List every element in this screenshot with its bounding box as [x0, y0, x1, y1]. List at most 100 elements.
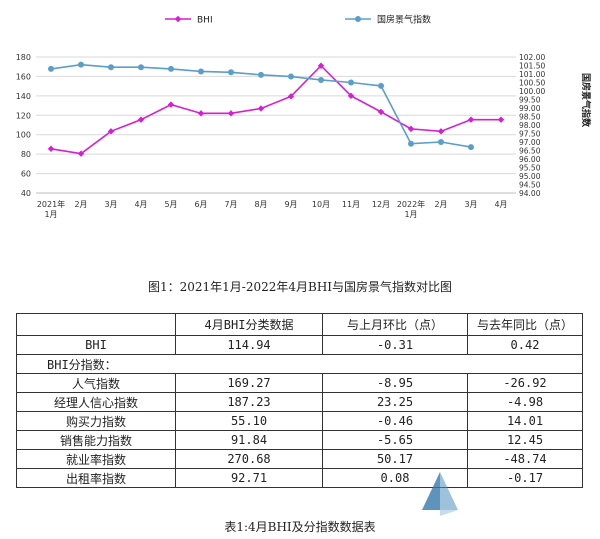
y-right-tick-label: 97.50: [519, 130, 541, 139]
x-tick-label: 5月: [164, 200, 177, 209]
x-tick-label: 2021年 1月: [37, 199, 65, 219]
y-right-tick-label: 99.50: [519, 96, 541, 105]
table-row: 经理人信心指数 187.23 23.25 -4.98: [16, 392, 583, 412]
table-cell: 187.23: [175, 392, 323, 412]
y-left-tick-label: 60: [21, 170, 31, 179]
x-tick-label-line: 6月: [194, 200, 207, 209]
y-right-tick-label: 100.00: [519, 87, 545, 96]
data-point: [497, 116, 505, 123]
data-point: [377, 108, 385, 116]
table-header-row: 4月BHI分类数据 与上月环比（点） 与去年同比（点）: [16, 313, 583, 336]
grid-lines: [36, 56, 516, 194]
table-cell: -0.46: [322, 411, 468, 431]
data-point: [78, 61, 84, 68]
row-label: BHI分指数：: [16, 354, 583, 374]
legend: BHI 国房景气指数: [165, 14, 431, 26]
data-point: [347, 92, 355, 100]
data-point: [437, 128, 445, 135]
x-tick-label: 6月: [194, 200, 207, 209]
data-point: [138, 64, 144, 71]
table-cell: 55.10: [175, 411, 323, 431]
x-tick-label-line: 2022年: [397, 199, 425, 209]
x-tick-label-line: 5月: [164, 200, 177, 209]
y-right-tick-label: 97.00: [519, 138, 541, 147]
table-row: 销售能力指数 91.84 -5.65 12.45: [16, 430, 583, 450]
data-point: [227, 110, 235, 117]
y-right-tick-label: 100.50: [519, 79, 545, 88]
table-cell: 270.68: [175, 449, 323, 469]
table-cell: 169.27: [175, 373, 323, 393]
x-tick-label-line: 3月: [464, 200, 477, 209]
x-tick-label-line: 12月: [372, 200, 390, 209]
table-cell: -48.74: [467, 449, 583, 469]
data-point: [167, 101, 175, 108]
x-tick-label: 3月: [464, 200, 477, 209]
row-label: 销售能力指数: [16, 430, 176, 450]
y-right-tick-label: 98.00: [519, 121, 541, 130]
table-cell: 114.94: [175, 335, 323, 355]
x-tick-label: 12月: [372, 200, 390, 209]
x-tick-label: 3月: [104, 200, 117, 209]
row-label: 出租率指数: [16, 468, 176, 488]
data-point: [468, 144, 474, 151]
series-line-bhi: [50, 64, 501, 155]
data-point: [318, 76, 324, 83]
table-header-cell: 4月BHI分类数据: [175, 313, 323, 336]
y-right-tick-label: 99.00: [519, 104, 541, 113]
row-label: 经理人信心指数: [16, 392, 176, 412]
data-point: [467, 116, 475, 123]
data-point: [107, 128, 115, 135]
x-tick-label: 8月: [254, 200, 267, 209]
row-label: 就业率指数: [16, 449, 176, 469]
y-left-tick-label: 140: [16, 92, 31, 101]
data-point: [317, 62, 325, 69]
x-tick-label: 4月: [494, 200, 507, 209]
x-tick-label: 2月: [434, 200, 447, 209]
line-chart: 40 60 80 100 120 140 160 180 94.0094.5095.0095.5…: [16, 14, 592, 220]
x-tick-label-line: 4月: [494, 200, 507, 209]
table-cell: -4.98: [467, 392, 583, 412]
table-cell: -0.31: [322, 335, 468, 355]
y-left-tick-label: 40: [21, 189, 31, 198]
x-tick-label: 2022年 1月: [397, 199, 425, 219]
y-right-tick-label: 95.00: [519, 172, 541, 181]
table-cell: 14.01: [467, 411, 583, 431]
data-point: [197, 110, 205, 117]
data-point: [408, 140, 414, 147]
table-cell: -0.17: [467, 468, 583, 488]
data-point: [108, 64, 114, 71]
data-point: [47, 145, 55, 152]
data-point: [288, 73, 294, 80]
y-right-tick-label: 102.00: [519, 53, 545, 62]
x-tick-label-line: 2021年: [37, 199, 65, 209]
data-point: [137, 116, 145, 123]
logo-watermark: [422, 472, 458, 516]
table-row: BHI分指数：: [16, 354, 583, 374]
row-label: 人气指数: [16, 373, 176, 393]
x-tick-label-line: 7月: [224, 200, 237, 209]
table-cell: 0.08: [322, 468, 468, 488]
y-right-tick-label: 95.50: [519, 164, 541, 173]
legend-marker: [355, 16, 361, 22]
y-right-tick-label: 101.50: [519, 62, 545, 71]
y-right-tick-label: 98.50: [519, 113, 541, 122]
x-tick-label: 11月: [342, 200, 360, 209]
data-point: [287, 93, 295, 100]
x-tick-label-line: 3月: [104, 200, 117, 209]
x-tick-label-line: 8月: [254, 200, 267, 209]
table-cell: -26.92: [467, 373, 583, 393]
data-point: [378, 82, 384, 89]
y-left-tick-label: 160: [16, 72, 31, 81]
y-left-tick-label: 180: [16, 53, 31, 62]
data-point: [257, 105, 265, 112]
data-point: [168, 65, 174, 72]
table-cell: 12.45: [467, 430, 583, 450]
legend-label: 国房景气指数: [377, 14, 431, 26]
data-point: [228, 69, 234, 76]
data-point: [77, 150, 85, 157]
x-tick-label: 4月: [134, 200, 147, 209]
data-point: [258, 71, 264, 78]
x-tick-label-line: 1月: [404, 210, 417, 219]
table-row: 购买力指数 55.10 -0.46 14.01: [16, 411, 583, 431]
table-cell: 23.25: [322, 392, 468, 412]
